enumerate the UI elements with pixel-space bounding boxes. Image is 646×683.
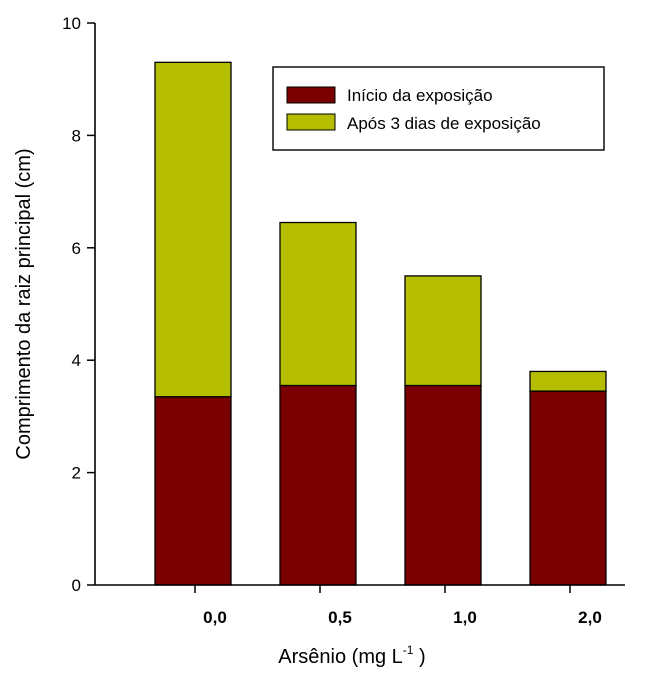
axes-layer [94, 23, 625, 586]
bar-segment-initial [154, 396, 232, 586]
legend-label-initial: Início da exposição [347, 86, 493, 105]
legend: Início da exposição Após 3 dias de expos… [272, 66, 605, 151]
bar-segment-initial [529, 390, 607, 586]
bar-segment-initial [404, 384, 482, 586]
y-axis-title: Comprimento da raiz principal (cm) [13, 148, 35, 459]
x-axis-title-close: ) [413, 646, 425, 668]
y-tick-label: 0 [72, 576, 81, 595]
y-tick-label: 10 [62, 14, 81, 33]
bar-segment-after [404, 275, 482, 387]
y-tick-label: 4 [72, 351, 81, 370]
x-tick-label: 1,0 [453, 608, 477, 627]
x-tick-label: 2,0 [578, 608, 602, 627]
bar-segment-after [279, 221, 357, 387]
bar-segment-initial [279, 384, 357, 586]
legend-swatch-after [286, 113, 336, 131]
y-ticks: 0 2 4 6 8 10 [62, 14, 95, 595]
legend-swatch-initial [286, 86, 336, 104]
y-tick-label: 6 [72, 239, 81, 258]
x-axis-title-main: Arsênio (mg L [278, 646, 403, 668]
bars-layer [154, 61, 607, 586]
x-tick-label: 0,5 [328, 608, 352, 627]
y-tick-label: 2 [72, 464, 81, 483]
y-tick-label: 8 [72, 126, 81, 145]
x-axis-title: Arsênio (mg L-1 ) [278, 643, 425, 668]
legend-label-after: Após 3 dias de exposição [347, 114, 541, 133]
x-ticks: 0,0 0,5 1,0 2,0 [194, 585, 602, 627]
bar-segment-after [529, 370, 607, 392]
x-axis-title-superscript: -1 [403, 643, 414, 657]
x-tick-label: 0,0 [203, 608, 227, 627]
legend-box [272, 66, 605, 151]
bar-segment-after [154, 61, 232, 398]
